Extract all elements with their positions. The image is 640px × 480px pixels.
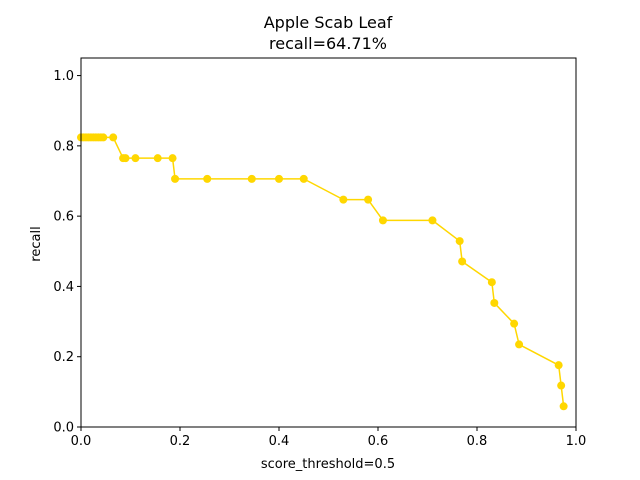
data-point	[99, 133, 108, 142]
chart-subtitle: recall=64.71%	[269, 34, 387, 53]
data-point	[168, 154, 177, 163]
data-point	[378, 216, 387, 225]
data-point	[247, 174, 256, 183]
data-point	[458, 257, 467, 266]
chart-title: Apple Scab Leaf	[264, 13, 393, 32]
y-tick-label: 0.2	[53, 350, 74, 365]
y-tick-label: 0.6	[53, 210, 74, 225]
data-point	[131, 154, 140, 163]
y-tick-label: 1.0	[53, 69, 74, 84]
data-point	[515, 340, 524, 349]
data-point	[487, 278, 496, 287]
data-point	[275, 174, 283, 183]
y-tick-label: 0.4	[53, 280, 74, 295]
data-point	[455, 237, 464, 246]
data-point	[109, 133, 118, 142]
x-tick-label: 1.0	[566, 434, 587, 449]
y-axis-label: recall	[29, 226, 44, 261]
data-point	[153, 154, 162, 163]
x-tick-label: 0.4	[269, 434, 290, 449]
data-point	[510, 319, 519, 328]
data-point	[554, 361, 563, 370]
data-point	[428, 216, 437, 225]
series-line-0	[81, 136, 565, 407]
plot-frame	[80, 57, 577, 428]
data-point	[339, 195, 348, 204]
plot-layer: 0.0 0.2 0.4 0.6 0.8 1.0 0.0 0.2 0.4 0.6 0.8 1.0	[53, 57, 587, 449]
data-point	[299, 174, 308, 183]
data-point	[490, 298, 499, 307]
data-point	[171, 174, 180, 183]
x-tick-label: 0.8	[467, 434, 488, 449]
data-point	[121, 154, 130, 163]
data-point	[559, 402, 568, 411]
data-point	[203, 174, 212, 183]
y-tick-label: 0.8	[53, 139, 74, 154]
x-tick-label: 0.6	[368, 434, 389, 449]
y-tick-label: 0.0	[53, 421, 74, 436]
data-point	[557, 381, 566, 390]
x-axis-label: score_threshold=0.5	[261, 457, 395, 472]
x-tick-label: 0.2	[170, 434, 191, 449]
x-tick-label: 0.0	[71, 434, 92, 449]
data-point	[364, 195, 373, 204]
